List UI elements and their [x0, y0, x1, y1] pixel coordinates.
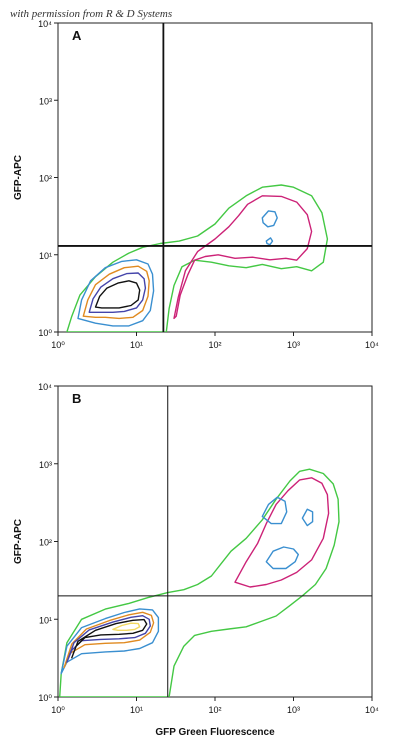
y-tick-label: 10² [39, 174, 52, 184]
x-axis-title: GFP Green Fluorescence [155, 727, 275, 738]
plot-frame [57, 385, 373, 698]
y-tick-label: 10¹ [39, 615, 52, 625]
y-tick-label: 10⁴ [38, 382, 52, 392]
watermark: with permission from R & D Systems [10, 8, 173, 20]
x-tick-label: 10² [208, 705, 221, 715]
contour-line-9 [112, 622, 141, 631]
contour-line-7 [66, 615, 152, 663]
y-tick-label: 10⁴ [38, 19, 52, 29]
y-axis-title: GFP-APC [13, 155, 24, 200]
contour-line-2 [261, 210, 278, 228]
contour-line-5 [60, 608, 160, 675]
contour-line-4 [77, 259, 155, 327]
contour-layer [59, 468, 340, 697]
contour-line-2 [261, 496, 288, 525]
contour-line-4 [265, 546, 299, 570]
y-tick-label: 10⁰ [38, 328, 52, 338]
y-tick-label: 10³ [39, 96, 52, 106]
contour-line-6 [88, 272, 147, 313]
x-tick-label: 10⁴ [365, 705, 379, 715]
contour-line-5 [82, 265, 150, 320]
panel-label: B [72, 391, 81, 406]
panel-a: 10⁰ 10¹ 10² 10³ 10⁴ 10⁰ 10¹ 10² 10³ 10⁴ A GFP-APC [13, 19, 379, 350]
contour-line-1 [173, 195, 313, 320]
contour-line-0 [66, 184, 329, 332]
y-tick-label: 10² [39, 538, 52, 548]
x-tick-label: 10³ [287, 340, 300, 350]
x-tick-label: 10⁴ [365, 340, 379, 350]
y-tick-label: 10³ [39, 460, 52, 470]
contour-line-8 [71, 618, 148, 659]
contour-line-6 [63, 611, 155, 669]
plot-frame [57, 22, 373, 333]
x-tick-label: 10¹ [130, 340, 143, 350]
contour-line-3 [301, 508, 314, 527]
panel-label: A [72, 28, 82, 43]
x-tick-label: 10¹ [130, 705, 143, 715]
contour-line-3 [265, 237, 274, 246]
y-axis-title: GFP-APC [13, 519, 24, 564]
x-tick-label: 10⁰ [51, 340, 65, 350]
contour-line-1 [234, 477, 330, 588]
panel-b: 10⁰ 10¹ 10² 10³ 10⁴ 10⁰ 10¹ 10² 10³ 10⁴ B GFP-APC GF… [13, 382, 379, 738]
contour-line-0 [59, 468, 340, 697]
contour-line-7 [94, 280, 141, 309]
x-tick-label: 10⁰ [51, 705, 65, 715]
y-tick-label: 10⁰ [38, 693, 52, 703]
contour-layer [66, 184, 329, 332]
x-tick-label: 10³ [287, 705, 300, 715]
y-tick-label: 10¹ [39, 251, 52, 261]
x-tick-label: 10² [208, 340, 221, 350]
